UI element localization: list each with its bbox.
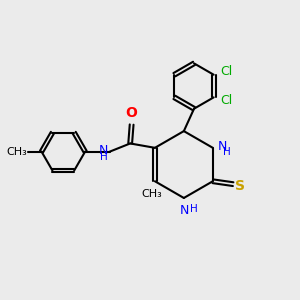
Text: H: H bbox=[190, 204, 198, 214]
Text: Cl: Cl bbox=[220, 94, 232, 107]
Text: N: N bbox=[98, 144, 108, 157]
Text: N: N bbox=[218, 140, 227, 153]
Text: H: H bbox=[223, 147, 231, 157]
Text: H: H bbox=[100, 152, 108, 162]
Text: N: N bbox=[180, 204, 189, 218]
Text: O: O bbox=[126, 106, 138, 120]
Text: S: S bbox=[236, 178, 245, 193]
Text: Cl: Cl bbox=[220, 65, 232, 78]
Text: CH₃: CH₃ bbox=[6, 147, 27, 157]
Text: CH₃: CH₃ bbox=[142, 189, 162, 200]
